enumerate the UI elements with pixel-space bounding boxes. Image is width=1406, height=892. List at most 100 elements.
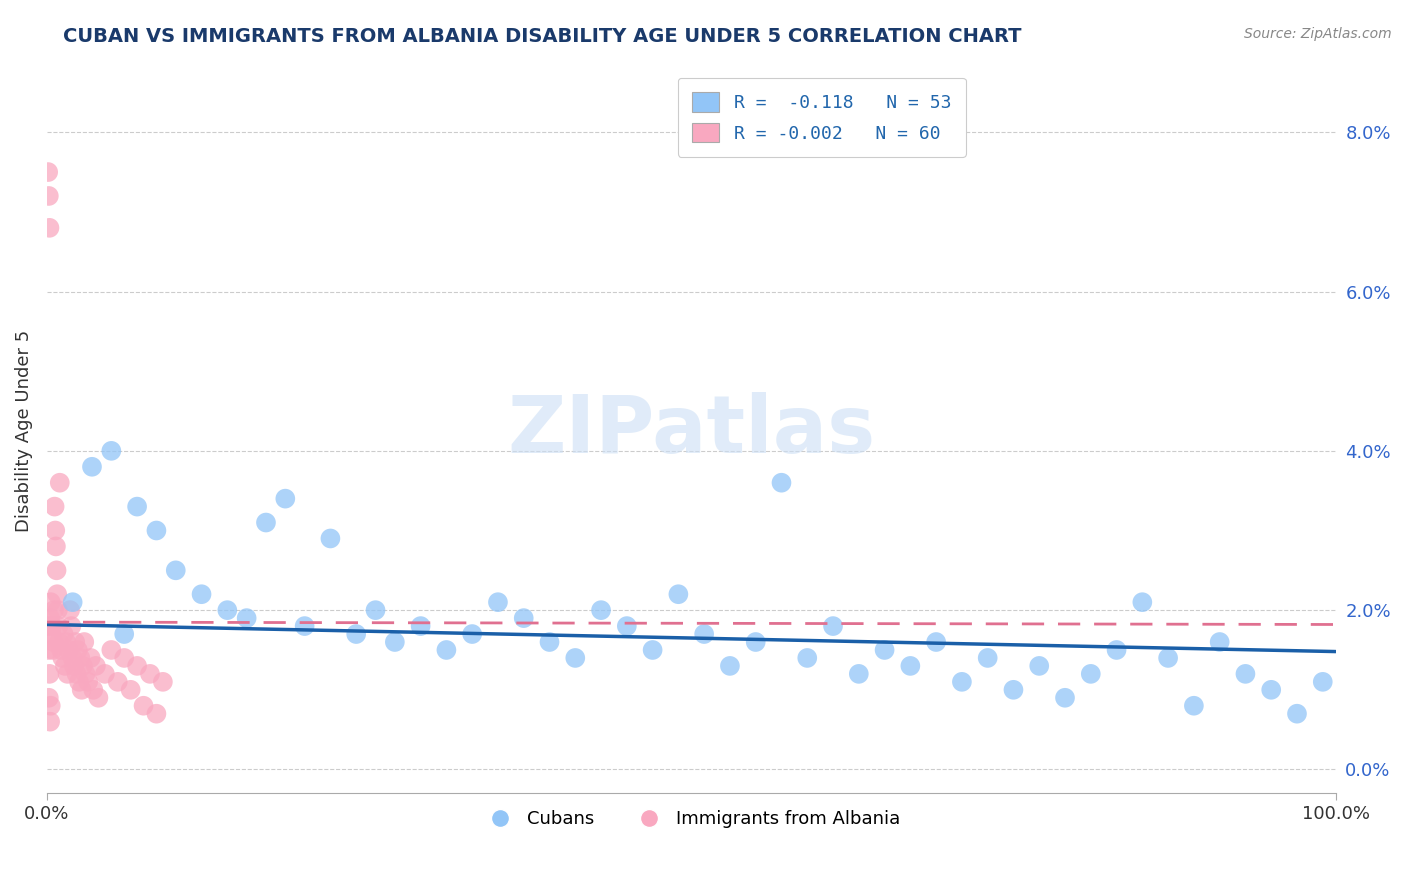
Text: CUBAN VS IMMIGRANTS FROM ALBANIA DISABILITY AGE UNDER 5 CORRELATION CHART: CUBAN VS IMMIGRANTS FROM ALBANIA DISABIL… xyxy=(63,27,1022,45)
Point xyxy=(49,475,72,490)
Point xyxy=(616,619,638,633)
Point xyxy=(950,674,973,689)
Point xyxy=(1080,666,1102,681)
Point xyxy=(84,659,107,673)
Point xyxy=(42,635,65,649)
Point xyxy=(1182,698,1205,713)
Point xyxy=(145,524,167,538)
Point xyxy=(72,659,94,673)
Point xyxy=(52,627,75,641)
Point xyxy=(38,189,60,203)
Point xyxy=(37,643,59,657)
Point xyxy=(75,666,97,681)
Point xyxy=(70,682,93,697)
Point xyxy=(39,611,62,625)
Point xyxy=(693,627,716,641)
Point xyxy=(217,603,239,617)
Point xyxy=(145,706,167,721)
Text: Source: ZipAtlas.com: Source: ZipAtlas.com xyxy=(1244,27,1392,41)
Point xyxy=(66,643,89,657)
Point xyxy=(58,643,80,657)
Point xyxy=(65,666,87,681)
Point xyxy=(107,674,129,689)
Point xyxy=(274,491,297,506)
Point xyxy=(1130,595,1153,609)
Point xyxy=(51,651,73,665)
Point xyxy=(80,651,103,665)
Point xyxy=(294,619,316,633)
Point xyxy=(436,643,458,657)
Point xyxy=(49,643,72,657)
Y-axis label: Disability Age Under 5: Disability Age Under 5 xyxy=(15,330,32,532)
Point xyxy=(190,587,212,601)
Point xyxy=(112,651,135,665)
Point xyxy=(139,666,162,681)
Point xyxy=(925,635,948,649)
Point xyxy=(319,532,342,546)
Point xyxy=(42,603,65,617)
Point xyxy=(1157,651,1180,665)
Point xyxy=(60,619,83,633)
Point xyxy=(1312,674,1334,689)
Point xyxy=(39,595,62,609)
Point xyxy=(59,603,82,617)
Point xyxy=(62,651,84,665)
Point xyxy=(46,603,69,617)
Point xyxy=(62,595,84,609)
Point xyxy=(744,635,766,649)
Point xyxy=(1105,643,1128,657)
Point xyxy=(409,619,432,633)
Point xyxy=(1285,706,1308,721)
Point xyxy=(461,627,484,641)
Point xyxy=(44,500,66,514)
Point xyxy=(112,627,135,641)
Point xyxy=(1053,690,1076,705)
Point xyxy=(718,659,741,673)
Point xyxy=(127,659,149,673)
Point xyxy=(46,587,69,601)
Point xyxy=(132,698,155,713)
Point xyxy=(254,516,277,530)
Point xyxy=(69,651,91,665)
Point xyxy=(44,524,66,538)
Point xyxy=(1028,659,1050,673)
Point xyxy=(538,635,561,649)
Point xyxy=(41,619,63,633)
Point xyxy=(41,643,63,657)
Point xyxy=(127,500,149,514)
Point xyxy=(873,643,896,657)
Point xyxy=(512,611,534,625)
Point xyxy=(486,595,509,609)
Point xyxy=(94,666,117,681)
Point xyxy=(55,635,77,649)
Point xyxy=(53,659,76,673)
Point xyxy=(1208,635,1230,649)
Point xyxy=(45,563,67,577)
Point xyxy=(641,643,664,657)
Point xyxy=(235,611,257,625)
Point xyxy=(364,603,387,617)
Point xyxy=(63,659,86,673)
Point xyxy=(100,643,122,657)
Point xyxy=(73,635,96,649)
Point xyxy=(165,563,187,577)
Point xyxy=(48,635,70,649)
Point xyxy=(589,603,612,617)
Point xyxy=(67,674,90,689)
Legend: Cubans, Immigrants from Albania: Cubans, Immigrants from Albania xyxy=(475,803,907,835)
Point xyxy=(37,619,59,633)
Point xyxy=(1002,682,1025,697)
Point xyxy=(87,690,110,705)
Point xyxy=(796,651,818,665)
Point xyxy=(41,627,63,641)
Point xyxy=(65,635,87,649)
Point xyxy=(1260,682,1282,697)
Point xyxy=(45,540,67,554)
Point xyxy=(100,443,122,458)
Point xyxy=(39,698,62,713)
Point xyxy=(48,619,70,633)
Point xyxy=(38,220,60,235)
Point xyxy=(38,666,60,681)
Point xyxy=(848,666,870,681)
Text: ZIPatlas: ZIPatlas xyxy=(508,392,876,470)
